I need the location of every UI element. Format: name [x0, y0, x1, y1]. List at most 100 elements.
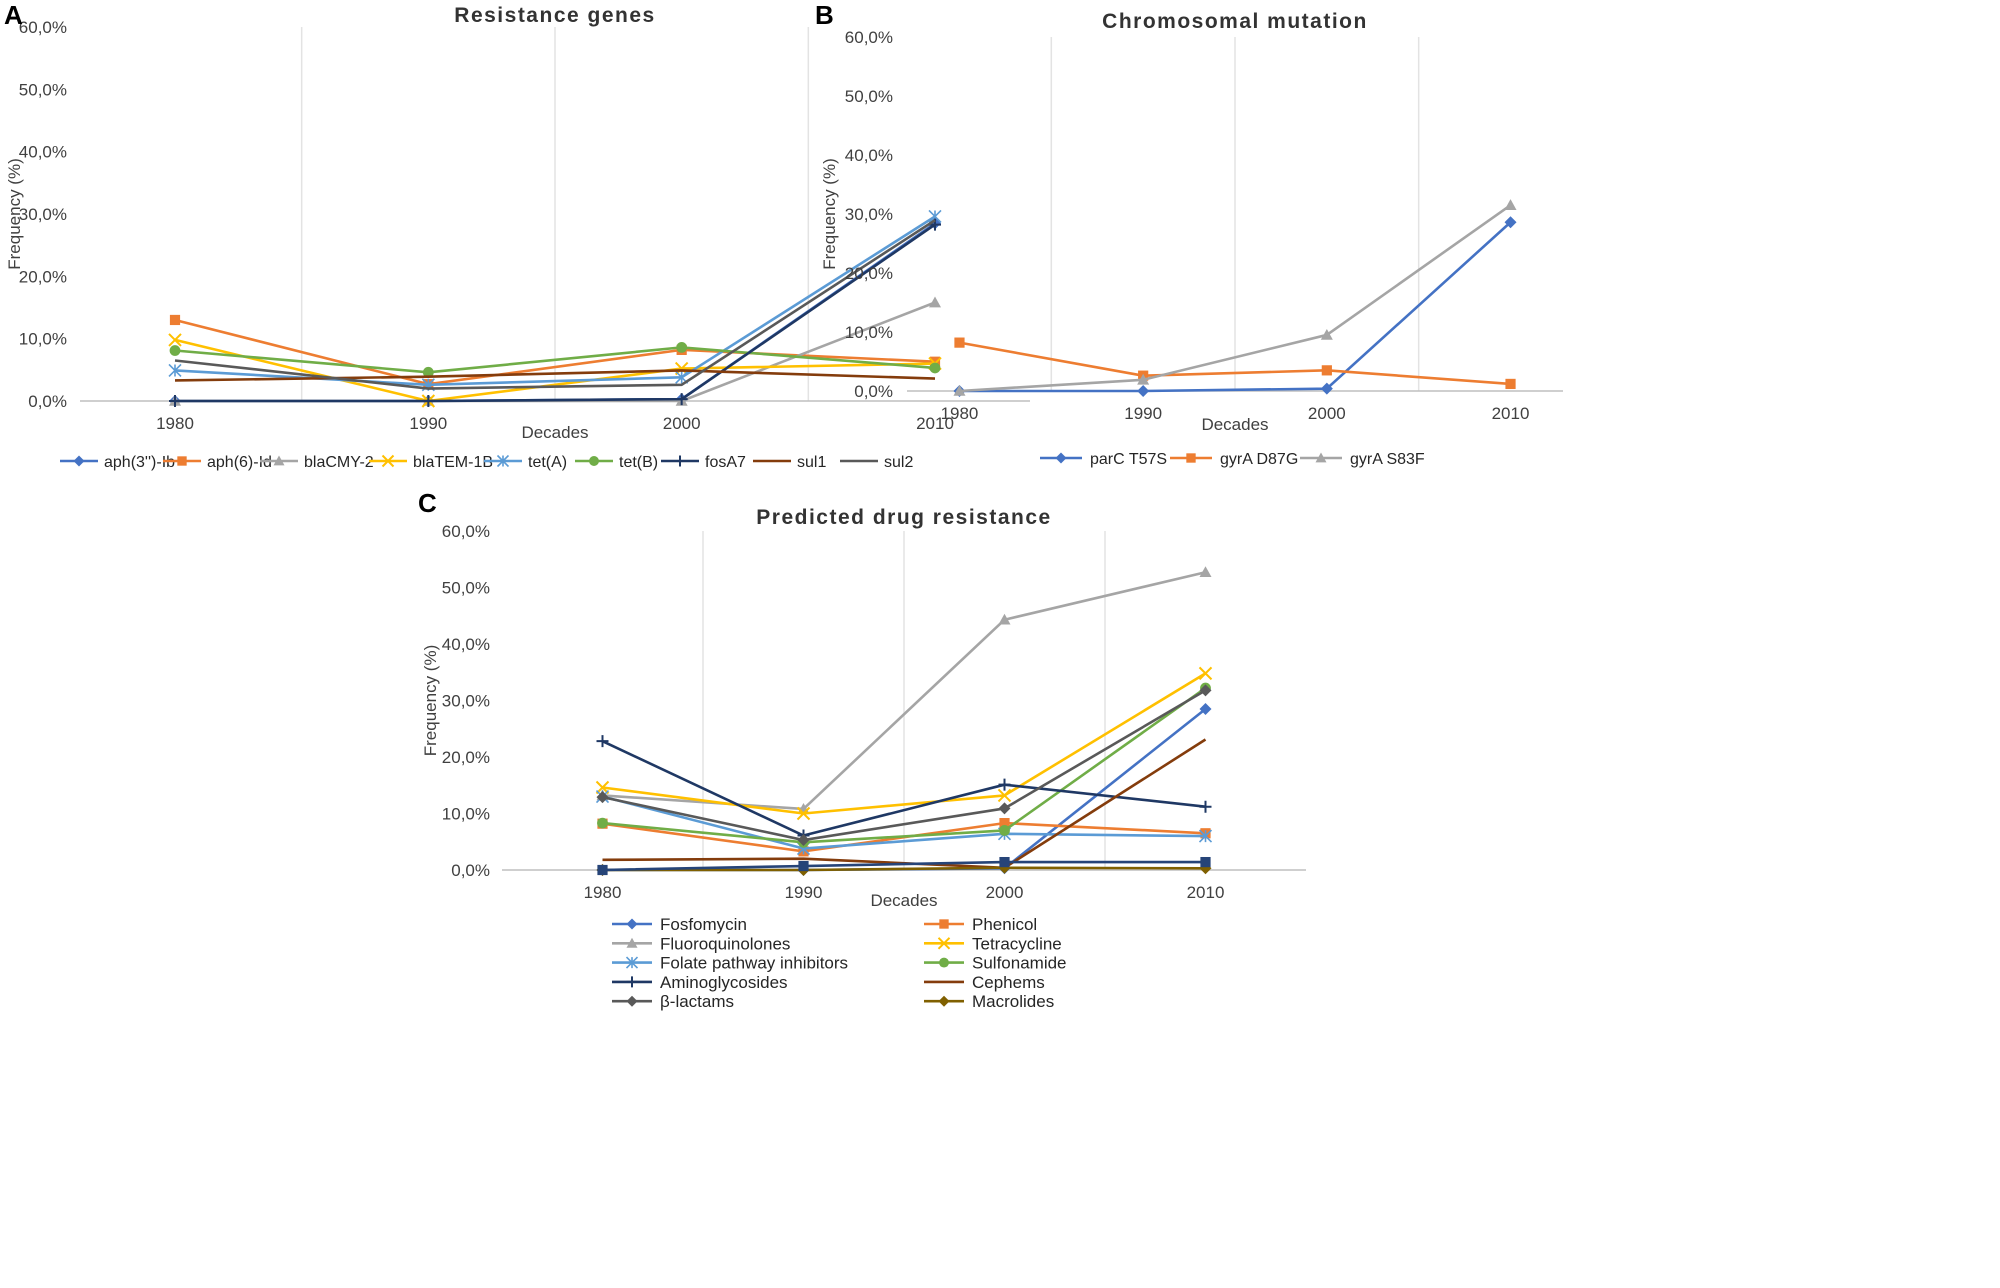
- series-tet-b: [169, 341, 941, 378]
- legend-item-aph-6-id: aph(6)-Id: [163, 454, 272, 471]
- legend-item-phenicol: Phenicol: [924, 915, 1037, 934]
- data-point: [998, 778, 1011, 791]
- legend-swatch-marker: [937, 937, 951, 950]
- data-point: [422, 395, 435, 407]
- data-point: [797, 834, 810, 847]
- legend: parC T57S gyrA D87G gyrA S83F: [1040, 451, 1425, 468]
- data-point: [1504, 199, 1517, 210]
- series-line: [602, 672, 1207, 815]
- y-axis-title: Frequency (%): [5, 158, 24, 269]
- legend-swatch-marker: [496, 454, 510, 468]
- chart-panel-b: 0,0% 10,0% 20,0% 30,0% 40,0% 50,0% 60,0% 1980 19…: [815, 0, 1563, 468]
- legend-item-blatem-1b: blaTEM-1B: [369, 454, 493, 471]
- x-axis-title: Decades: [1201, 415, 1268, 434]
- series-line: [602, 689, 1207, 842]
- legend-label: Cephems: [972, 973, 1045, 992]
- panel-label: C: [418, 488, 437, 518]
- data-point: [169, 345, 181, 356]
- y-tick-label: 50,0%: [845, 87, 893, 106]
- legend-label: Aminoglycosides: [660, 973, 788, 992]
- series-line: [174, 219, 936, 390]
- data-point: [596, 791, 609, 804]
- legend-swatch-marker: [1055, 452, 1067, 464]
- data-point: [1320, 328, 1333, 340]
- series-line: [959, 341, 1511, 386]
- series-unnamed: [597, 856, 1211, 876]
- series-line: [959, 204, 1512, 393]
- data-point: [169, 314, 181, 326]
- data-point: [999, 856, 1010, 868]
- x-tick-label: 2010: [916, 414, 954, 433]
- data-point: [953, 385, 966, 396]
- legend-label: Macrolides: [972, 992, 1054, 1011]
- legend-label: tet(A): [528, 454, 567, 471]
- y-tick-label: 50,0%: [19, 80, 67, 99]
- data-point: [169, 395, 181, 407]
- panel-label: B: [815, 0, 834, 30]
- y-tick-label: 50,0%: [442, 579, 490, 598]
- chart-panel-a: 0,0% 10,0% 20,0% 30,0% 40,0% 50,0% 60,0% 1980 19…: [4, 0, 1030, 471]
- legend-label: parC T57S: [1090, 451, 1167, 468]
- y-tick-label: 40,0%: [19, 143, 67, 162]
- data-point: [998, 613, 1011, 625]
- legend-swatch-marker: [626, 918, 638, 930]
- data-point: [1198, 829, 1213, 843]
- y-tick-label: 0,0%: [451, 861, 490, 880]
- legend-swatch-marker: [626, 937, 638, 948]
- legend-swatch-marker: [938, 995, 950, 1007]
- legend-item-aph-3-ib: aph(3'')-Ib: [60, 454, 175, 471]
- legend-item-macrolides: Macrolides: [924, 992, 1054, 1011]
- legend-item-blacmy-2: blaCMY-2: [260, 454, 374, 471]
- x-tick-label: 1980: [941, 404, 979, 423]
- panel-label: A: [4, 0, 23, 30]
- x-tick-label: 1990: [1124, 404, 1162, 423]
- chart-title: Resistance genes: [454, 4, 655, 27]
- series-line: [602, 570, 1206, 811]
- series-lactams: [596, 684, 1212, 847]
- data-point: [676, 341, 688, 353]
- legend-label: fosA7: [705, 454, 746, 471]
- data-point: [929, 356, 941, 367]
- legend-item-sul1: sul1: [753, 454, 826, 471]
- legend-item-parc-t57s: parC T57S: [1040, 451, 1167, 468]
- legend-item-fluoroquinolones: Fluoroquinolones: [612, 934, 790, 953]
- y-tick-label: 10,0%: [19, 330, 67, 349]
- legend-swatch-marker: [939, 957, 949, 968]
- series-line: [174, 369, 936, 382]
- legend-swatch-marker: [73, 455, 85, 467]
- series-line: [601, 740, 1206, 837]
- legend-label: sul2: [884, 454, 913, 471]
- legend-item-aminoglycosides: Aminoglycosides: [612, 973, 788, 992]
- legend-item-sul2: sul2: [840, 454, 913, 471]
- series-line: [602, 795, 1206, 850]
- legend-swatch-marker: [381, 454, 395, 468]
- series-line: [602, 866, 1206, 872]
- legend-swatch-marker: [626, 995, 638, 1007]
- x-tick-label: 2010: [1187, 883, 1225, 902]
- legend-label: Sulfonamide: [972, 954, 1067, 973]
- legend-label: Fosfomycin: [660, 915, 747, 934]
- series-line: [174, 346, 936, 374]
- data-point: [597, 864, 608, 876]
- data-point: [422, 366, 434, 378]
- legend: Fosfomycin Phenicol Fluoroquinolones Tetrac…: [612, 915, 1067, 1011]
- legend-item-lactams: β-lactams: [612, 992, 734, 1011]
- y-tick-label: 60,0%: [845, 28, 893, 47]
- legend-swatch-marker: [273, 455, 285, 466]
- legend-label: blaTEM-1B: [413, 454, 493, 471]
- legend-swatch-marker: [939, 919, 949, 929]
- data-point: [999, 825, 1010, 836]
- series-line: [602, 687, 1207, 844]
- data-point: [798, 860, 809, 872]
- legend-item-fosa7: fosA7: [661, 454, 746, 471]
- y-axis-title: Frequency (%): [421, 645, 440, 756]
- legend-item-folate-pathway-inhibitors: Folate pathway inhibitors: [612, 954, 848, 973]
- legend-swatch-marker: [626, 976, 638, 988]
- x-tick-label: 1980: [584, 883, 622, 902]
- x-tick-label: 1980: [156, 414, 194, 433]
- y-tick-label: 60,0%: [442, 522, 490, 541]
- legend-item-cephems: Cephems: [924, 973, 1045, 992]
- data-point: [997, 788, 1012, 803]
- legend-item-gyra-s83f: gyrA S83F: [1300, 451, 1425, 468]
